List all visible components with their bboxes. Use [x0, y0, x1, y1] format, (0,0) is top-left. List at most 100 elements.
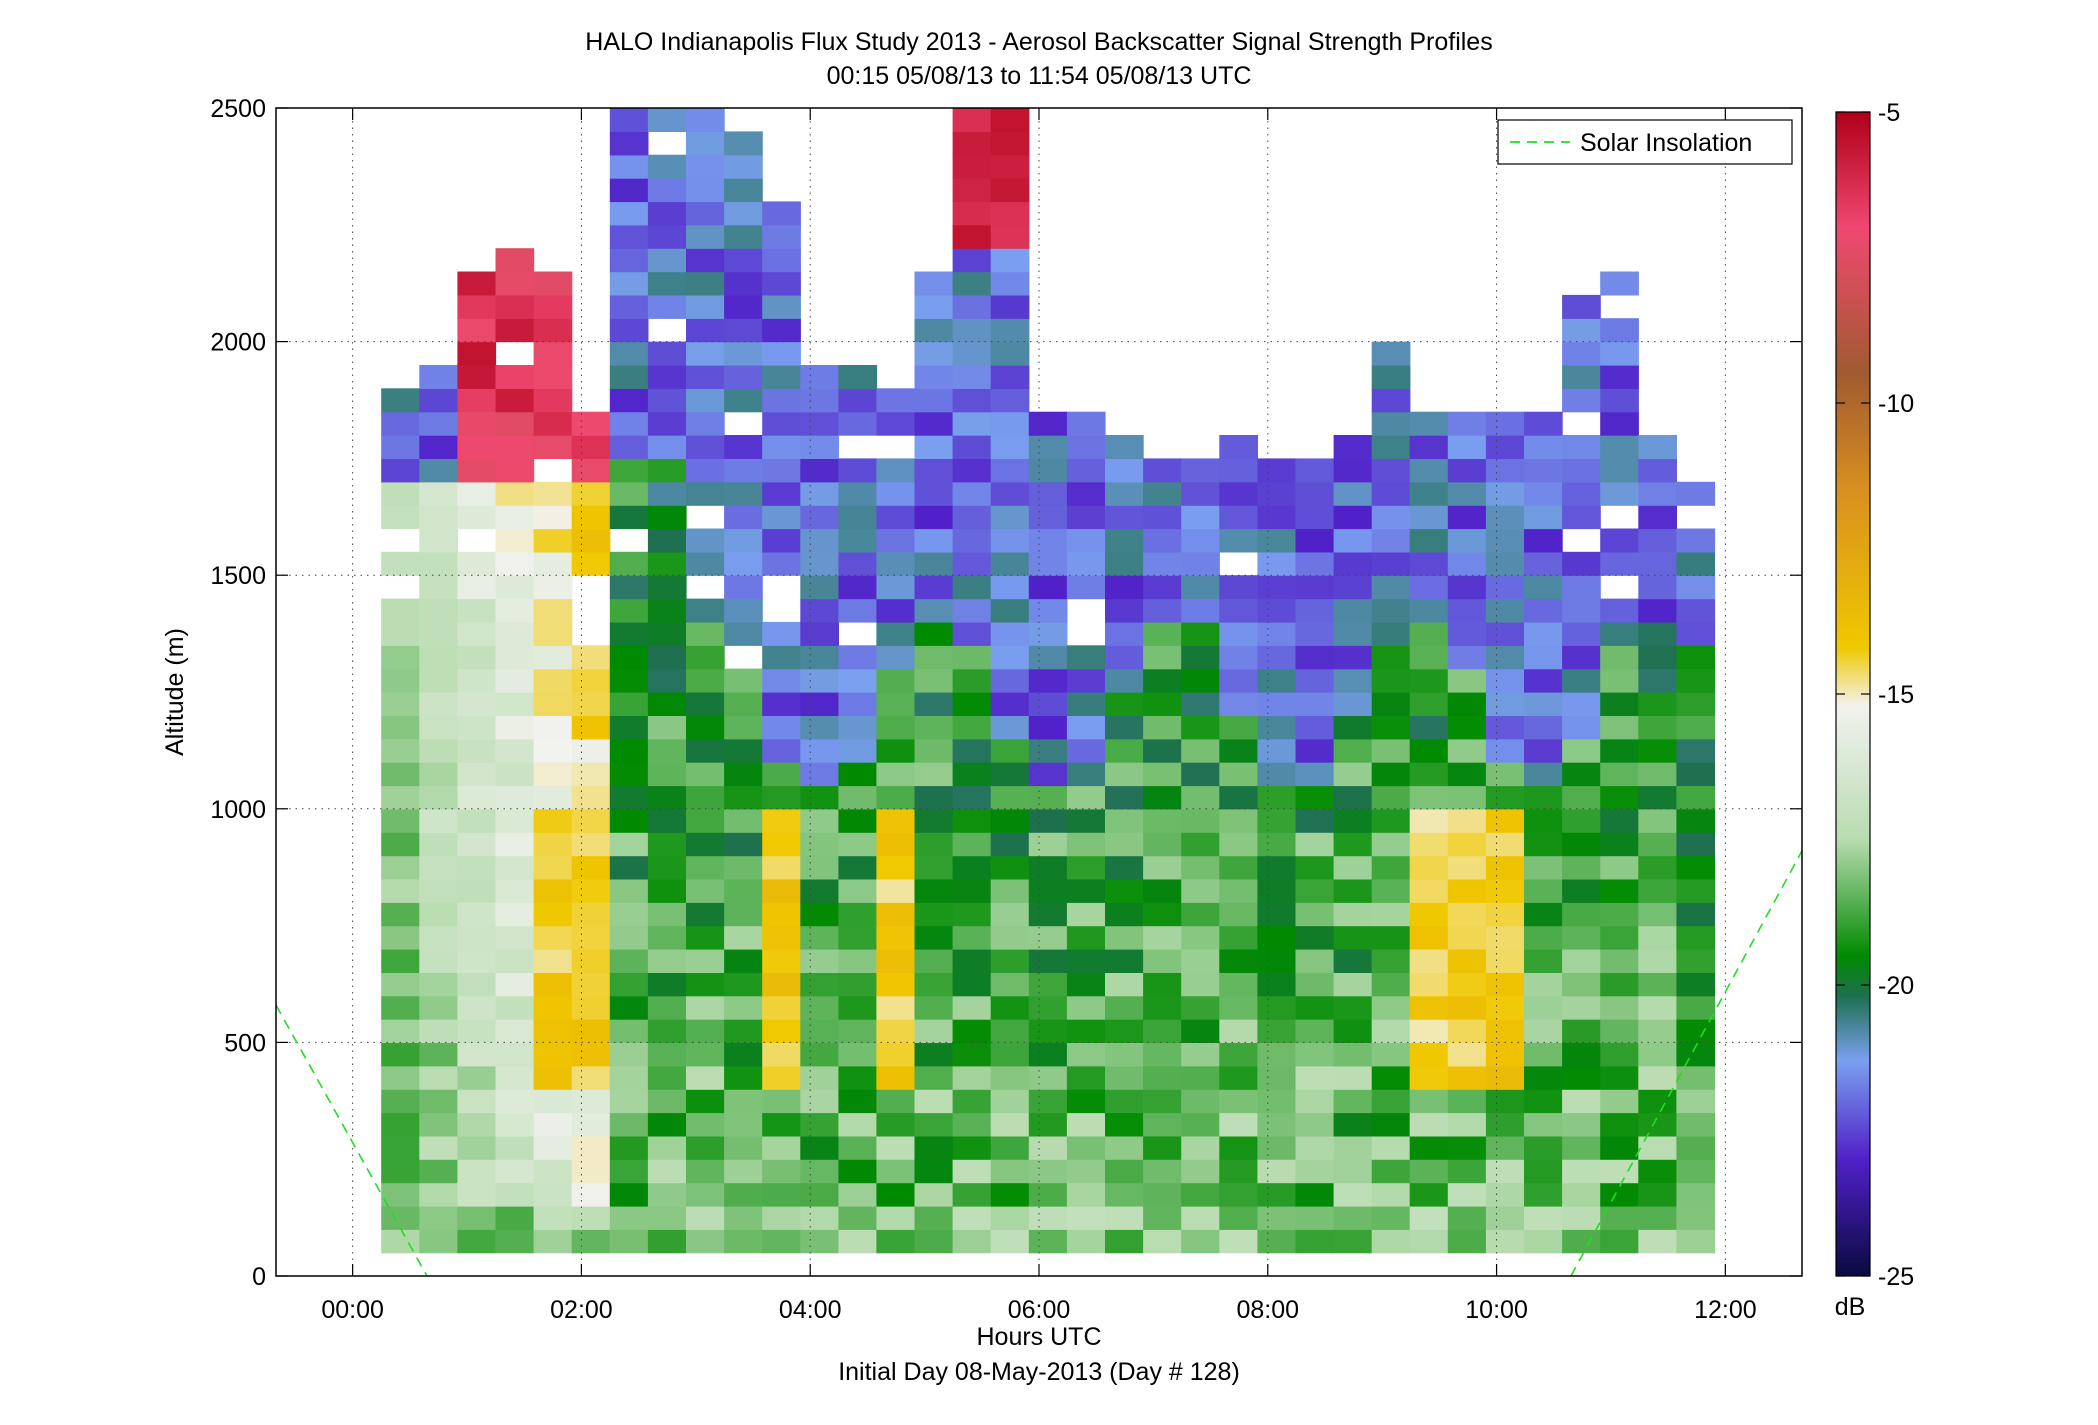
heatmap-cell: [952, 435, 992, 459]
heatmap-cell: [457, 435, 497, 459]
heatmap-cell: [800, 855, 839, 880]
heatmap-cell: [533, 318, 573, 343]
heatmap-cell: [838, 645, 878, 670]
heatmap-cell: [1562, 878, 1601, 903]
heatmap-cell: [533, 785, 573, 810]
heatmap-cell: [609, 902, 649, 927]
heatmap-cell: [952, 925, 992, 950]
heatmap-cell: [762, 668, 801, 693]
heatmap-cell: [762, 201, 801, 226]
heatmap-cell: [609, 878, 649, 903]
heatmap-cell: [1333, 458, 1373, 483]
heatmap-cell: [571, 692, 611, 716]
legend-label-solar: Solar Insolation: [1580, 129, 1752, 157]
heatmap-cell: [1333, 1182, 1373, 1207]
heatmap-cell: [419, 1089, 458, 1114]
heatmap-cell: [952, 154, 992, 179]
heatmap-cell: [1638, 832, 1677, 857]
heatmap-cell: [1485, 1135, 1525, 1160]
heatmap-cell: [724, 738, 763, 763]
heatmap-cell: [762, 481, 801, 506]
heatmap-cell: [1143, 1112, 1182, 1137]
heatmap-cell: [381, 388, 420, 413]
heatmap-cell: [1028, 575, 1068, 600]
heatmap-cell: [1257, 808, 1297, 833]
heatmap-cell: [990, 598, 1030, 623]
heatmap-cell: [1181, 808, 1220, 833]
heatmap-cell: [1219, 715, 1258, 740]
heatmap-cell: [457, 294, 497, 319]
heatmap-cell: [952, 365, 992, 389]
heatmap-cell: [1409, 878, 1449, 903]
heatmap-cell: [762, 224, 801, 249]
heatmap-cell: [533, 598, 573, 623]
heatmap-cell: [724, 598, 763, 623]
heatmap-cell: [876, 855, 916, 880]
heatmap-cell: [1295, 925, 1335, 950]
heatmap-cell: [724, 902, 763, 927]
heatmap-cell: [1524, 598, 1563, 623]
heatmap-cell: [1066, 668, 1106, 693]
heatmap-cell: [762, 1205, 801, 1230]
heatmap-cell: [609, 1135, 649, 1160]
heatmap-cell: [1295, 692, 1335, 716]
heatmap-cell: [686, 1089, 725, 1114]
heatmap-cell: [1638, 738, 1677, 763]
heatmap-cell: [1600, 762, 1639, 787]
heatmap-cell: [1676, 715, 1716, 740]
heatmap-cell: [1295, 1159, 1335, 1184]
heatmap-cell: [571, 878, 611, 903]
heatmap-cell: [1066, 1159, 1106, 1184]
heatmap-cell: [609, 762, 649, 787]
heatmap-cell: [1371, 528, 1411, 553]
heatmap-cell: [686, 388, 725, 413]
heatmap-cell: [762, 878, 801, 903]
heatmap-cell: [762, 411, 801, 436]
heatmap-cell: [952, 598, 992, 623]
heatmap-cell: [1371, 435, 1411, 459]
heatmap-cell: [1562, 1205, 1601, 1230]
heatmap-cell: [1562, 505, 1601, 530]
heatmap-cell: [686, 131, 725, 156]
heatmap-cell: [1524, 1019, 1563, 1043]
heatmap-cell: [1066, 505, 1106, 530]
heatmap-cell: [724, 365, 763, 389]
heatmap-cell: [1600, 785, 1639, 810]
heatmap-cell: [1447, 925, 1487, 950]
heatmap-cell: [533, 738, 573, 763]
heatmap-cell: [724, 878, 763, 903]
heatmap-cell: [1181, 1229, 1220, 1254]
heatmap-cell: [762, 248, 801, 273]
heatmap-cell: [381, 902, 420, 927]
heatmap-cell: [1638, 505, 1677, 530]
heatmap-cell: [1485, 551, 1525, 576]
heatmap-cell: [1295, 972, 1335, 997]
heatmap-cell: [1638, 668, 1677, 693]
heatmap-cell: [1447, 855, 1487, 880]
heatmap-cell: [990, 388, 1030, 413]
solar-insolation-line: [1570, 850, 1802, 1276]
heatmap-cell: [419, 1182, 458, 1207]
heatmap-cell: [609, 692, 649, 716]
heatmap-cell: [1105, 902, 1144, 927]
heatmap-cell: [419, 411, 458, 436]
heatmap-cell: [686, 224, 725, 249]
heatmap-cell: [952, 551, 992, 576]
heatmap-cell: [647, 201, 687, 226]
heatmap-cell: [1600, 1182, 1639, 1207]
heatmap-cell: [1143, 738, 1182, 763]
heatmap-cell: [1143, 481, 1182, 506]
y-axis-label: Altitude (m): [161, 628, 189, 756]
heatmap-cell: [914, 832, 954, 857]
heatmap-cell: [1295, 1089, 1335, 1114]
heatmap-cell: [1181, 1042, 1220, 1067]
heatmap-cell: [1447, 481, 1487, 506]
heatmap-cell: [533, 435, 573, 459]
heatmap-cell: [686, 435, 725, 459]
heatmap-cell: [1676, 878, 1716, 903]
heatmap-cell: [1409, 808, 1449, 833]
heatmap-cell: [1219, 995, 1258, 1020]
heatmap-cell: [381, 762, 420, 787]
heatmap-cell: [1105, 738, 1144, 763]
heatmap-cell: [1333, 949, 1373, 973]
